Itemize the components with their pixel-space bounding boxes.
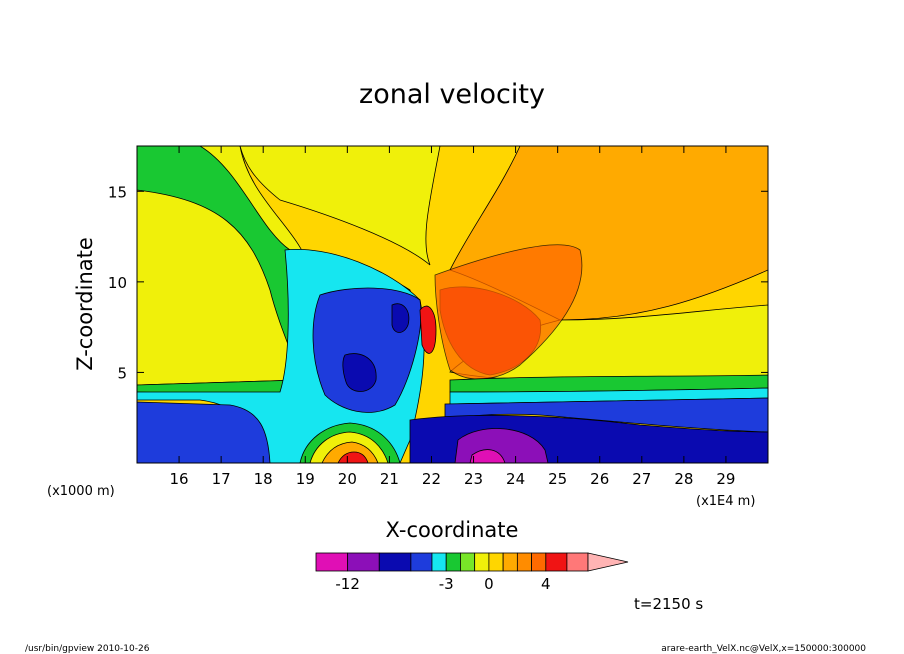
- contour-darkblue-small: [391, 303, 410, 333]
- x-tick-label: 21: [380, 470, 399, 488]
- colorbar: -12 -3 0 4: [315, 552, 629, 593]
- colorbar-segment: [347, 552, 380, 572]
- x-tick-label: 19: [296, 470, 315, 488]
- time-annotation: t=2150 s: [634, 595, 703, 613]
- contour-right-blue: [444, 397, 768, 433]
- colorbar-tick-label: 0: [484, 575, 494, 593]
- colorbar-tick-label: -12: [335, 575, 360, 593]
- colorbar-segment: [566, 552, 589, 572]
- colorbar-segment: [488, 552, 504, 572]
- y-axis-label: Z-coordinate: [73, 237, 97, 371]
- y-tick-label: 15: [108, 183, 127, 201]
- colorbar-segment: [445, 552, 461, 572]
- y-scale-note: (x1000 m): [47, 484, 115, 499]
- contour-field: [137, 146, 768, 463]
- y-tick-label: 10: [108, 274, 127, 292]
- colorbar-segment: [516, 552, 532, 572]
- colorbar-segment: [545, 552, 568, 572]
- colorbar-segment: [502, 552, 518, 572]
- x-tick-label: 25: [548, 470, 567, 488]
- footer-right: arare-earth_VelX.nc@VelX,x=150000:300000: [661, 644, 866, 654]
- colorbar-segment: [378, 552, 412, 572]
- x-axis-label: X-coordinate: [386, 518, 519, 542]
- x-tick-label: 17: [212, 470, 231, 488]
- colorbar-tick-label: -3: [439, 575, 454, 593]
- x-tick-label: 27: [632, 470, 651, 488]
- colorbar-segment: [431, 552, 447, 572]
- x-axis: 16 17 18 19 20 21 22 23 24 25 26 27 28 29: [170, 146, 735, 488]
- contour-red-tongue: [419, 305, 437, 354]
- footer-left: /usr/bin/gpview 2010-10-26: [25, 644, 150, 654]
- y-axis: 5 10 15: [108, 183, 768, 382]
- contour-top-yellow-center: [239, 146, 441, 266]
- x-scale-note: (x1E4 m): [696, 494, 755, 509]
- colorbar-extension: [587, 552, 629, 572]
- plot-frame: [136, 145, 769, 464]
- contour-bottom-red-left: [337, 451, 369, 463]
- colorbar-tick-label: 4: [541, 575, 551, 593]
- colorbar-segment: [315, 552, 349, 572]
- x-tick-label: 24: [506, 470, 525, 488]
- colorbar-segment: [531, 552, 547, 572]
- colorbar-segment: [410, 552, 433, 572]
- contour-bottom-magenta: [469, 449, 506, 463]
- x-tick-label: 16: [170, 470, 189, 488]
- x-tick-label: 29: [716, 470, 735, 488]
- x-tick-label: 22: [422, 470, 441, 488]
- x-tick-label: 18: [254, 470, 273, 488]
- contour-darkblue-center: [342, 353, 377, 392]
- colorbar-segment: [460, 552, 476, 572]
- chart-title: zonal velocity: [359, 79, 545, 110]
- x-tick-label: 28: [674, 470, 693, 488]
- y-tick-label: 5: [117, 364, 127, 382]
- x-tick-label: 23: [464, 470, 483, 488]
- colorbar-segment: [474, 552, 490, 572]
- contour-orange-core: [434, 244, 583, 380]
- x-tick-label: 20: [338, 470, 357, 488]
- x-tick-label: 26: [590, 470, 609, 488]
